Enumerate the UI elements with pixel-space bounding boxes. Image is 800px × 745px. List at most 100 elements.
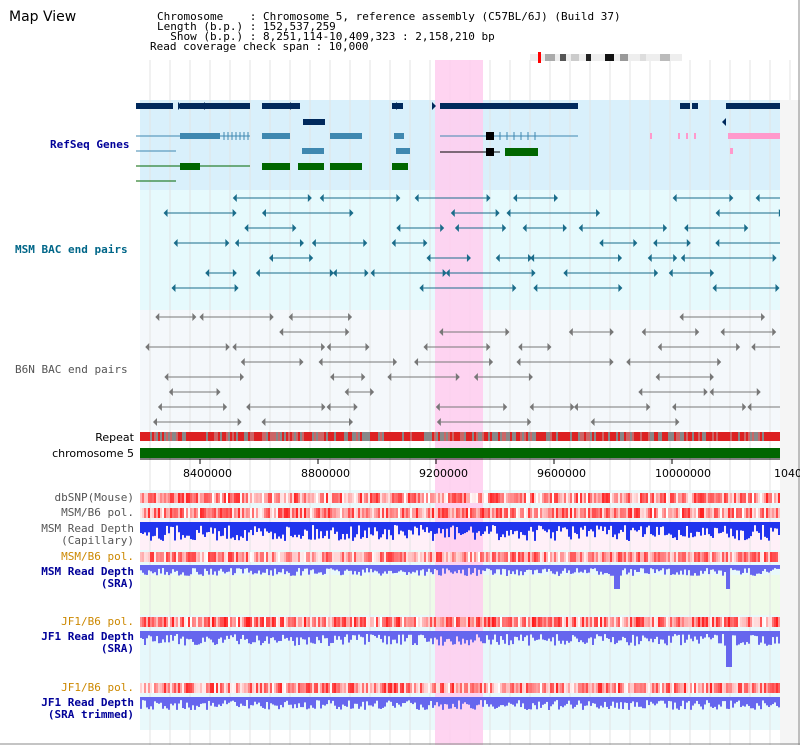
read-depth-bar	[658, 697, 660, 702]
repeat-element	[732, 432, 734, 441]
read-depth-bar	[618, 697, 620, 709]
track-label-repeat[interactable]: Repeat	[95, 431, 134, 444]
polymorphism-density-cell	[290, 493, 292, 503]
polymorphism-density-cell	[562, 683, 564, 693]
polymorphism-density-cell	[620, 617, 622, 627]
read-depth-bar	[602, 631, 604, 641]
track-label-jf1-b6-pol[interactable]: JF1/B6 pol.	[61, 615, 134, 628]
bac-end	[232, 194, 237, 202]
refseq-gene	[303, 119, 325, 125]
polymorphism-density-cell	[456, 617, 458, 627]
polymorphism-density-cell	[756, 493, 758, 503]
track-label-jf1-depth-sra[interactable]: JF1 Read Depth	[41, 630, 134, 643]
polymorphism-density-cell	[230, 508, 232, 518]
read-depth-bar	[612, 565, 614, 576]
read-depth-bar	[346, 697, 348, 707]
polymorphism-density-cell	[528, 493, 530, 503]
polymorphism-density-cell	[552, 552, 554, 562]
polymorphism-density-cell	[698, 617, 700, 627]
track-label-msm-b6-pol-2[interactable]: MSM/B6 pol.	[61, 550, 134, 563]
polymorphism-density-cell	[466, 493, 468, 503]
polymorphism-density-cell	[448, 683, 450, 693]
polymorphism-density-cell	[612, 493, 614, 503]
polymorphism-density-cell	[304, 617, 306, 627]
read-depth-bar	[194, 697, 196, 710]
polymorphism-density-cell	[298, 493, 300, 503]
repeat-element	[294, 432, 296, 441]
repeat-element	[762, 432, 764, 441]
polymorphism-density-cell	[562, 493, 564, 503]
read-depth-bar	[428, 522, 430, 533]
polymorphism-density-cell	[726, 683, 728, 693]
polymorphism-density-cell	[266, 617, 268, 627]
polymorphism-density-cell	[352, 683, 354, 693]
polymorphism-density-cell	[512, 493, 514, 503]
axis-tick-label: 9200000	[419, 467, 468, 480]
polymorphism-density-cell	[430, 552, 432, 562]
polymorphism-density-cell	[618, 617, 620, 627]
read-depth-bar	[768, 522, 770, 541]
read-depth-bar	[456, 631, 458, 637]
bac-end	[684, 224, 689, 232]
polymorphism-density-cell	[160, 552, 162, 562]
read-depth-bar	[702, 522, 704, 528]
track-label-b6n-bac[interactable]: B6N BAC end pairs	[15, 363, 128, 376]
repeat-element	[602, 432, 604, 441]
track-label-chromosome[interactable]: chromosome 5	[52, 447, 134, 460]
polymorphism-density-cell	[290, 508, 292, 518]
track-label-msm-depth-capillary[interactable]: MSM Read Depth	[41, 522, 134, 535]
read-depth-bar	[360, 522, 362, 539]
polymorphism-density-cell	[462, 617, 464, 627]
polymorphism-density-cell	[454, 683, 456, 693]
polymorphism-density-cell	[564, 617, 566, 627]
polymorphism-density-cell	[772, 617, 774, 627]
polymorphism-density-cell	[362, 508, 364, 518]
read-depth-bar	[702, 565, 704, 574]
track-label-jf1-b6-pol-2[interactable]: JF1/B6 pol.	[61, 681, 134, 694]
track-label-dbsnp[interactable]: dbSNP(Mouse)	[54, 491, 134, 504]
bac-end	[329, 269, 334, 277]
polymorphism-density-cell	[716, 508, 718, 518]
read-depth-bar	[690, 565, 692, 576]
read-depth-bar	[730, 631, 732, 667]
read-depth-bar	[286, 697, 288, 701]
axis-tick-label: 8800000	[301, 467, 350, 480]
polymorphism-density-cell	[278, 617, 280, 627]
repeat-element	[350, 432, 352, 441]
polymorphism-density-cell	[140, 493, 142, 503]
read-depth-bar	[616, 697, 618, 703]
read-depth-bar	[636, 631, 638, 637]
read-depth-bar	[604, 697, 606, 702]
read-depth-bar	[558, 697, 560, 710]
read-depth-bar	[334, 522, 336, 534]
polymorphism-density-cell	[164, 683, 166, 693]
polymorphism-density-cell	[750, 617, 752, 627]
polymorphism-density-cell	[212, 508, 214, 518]
repeat-element	[264, 432, 266, 441]
read-depth-bar	[412, 565, 414, 572]
track-label-msm-bac[interactable]: MSM BAC end pairs	[15, 243, 128, 256]
read-depth-bar	[594, 697, 596, 704]
polymorphism-density-cell	[232, 552, 234, 562]
polymorphism-density-cell	[692, 552, 694, 562]
polymorphism-density-cell	[606, 508, 608, 518]
polymorphism-density-cell	[658, 617, 660, 627]
polymorphism-density-cell	[438, 493, 440, 503]
read-depth-bar	[152, 565, 154, 574]
repeat-element	[476, 432, 478, 441]
polymorphism-density-cell	[350, 617, 352, 627]
track-label-msm-b6-pol[interactable]: MSM/B6 pol.	[61, 506, 134, 519]
polymorphism-density-cell	[606, 552, 608, 562]
track-label-msm-depth-sra[interactable]: MSM Read Depth	[41, 565, 134, 578]
repeat-element	[726, 432, 728, 441]
track-label-jf1-depth-trimmed[interactable]: JF1 Read Depth	[41, 696, 134, 709]
repeat-element	[146, 432, 148, 441]
track-label-refseq[interactable]: RefSeq Genes	[50, 138, 130, 151]
polymorphism-density-cell	[726, 552, 728, 562]
polymorphism-density-cell	[350, 493, 352, 503]
read-depth-bar	[606, 522, 608, 535]
repeat-element	[596, 432, 598, 441]
polymorphism-density-cell	[392, 552, 394, 562]
polymorphism-density-cell	[328, 683, 330, 693]
